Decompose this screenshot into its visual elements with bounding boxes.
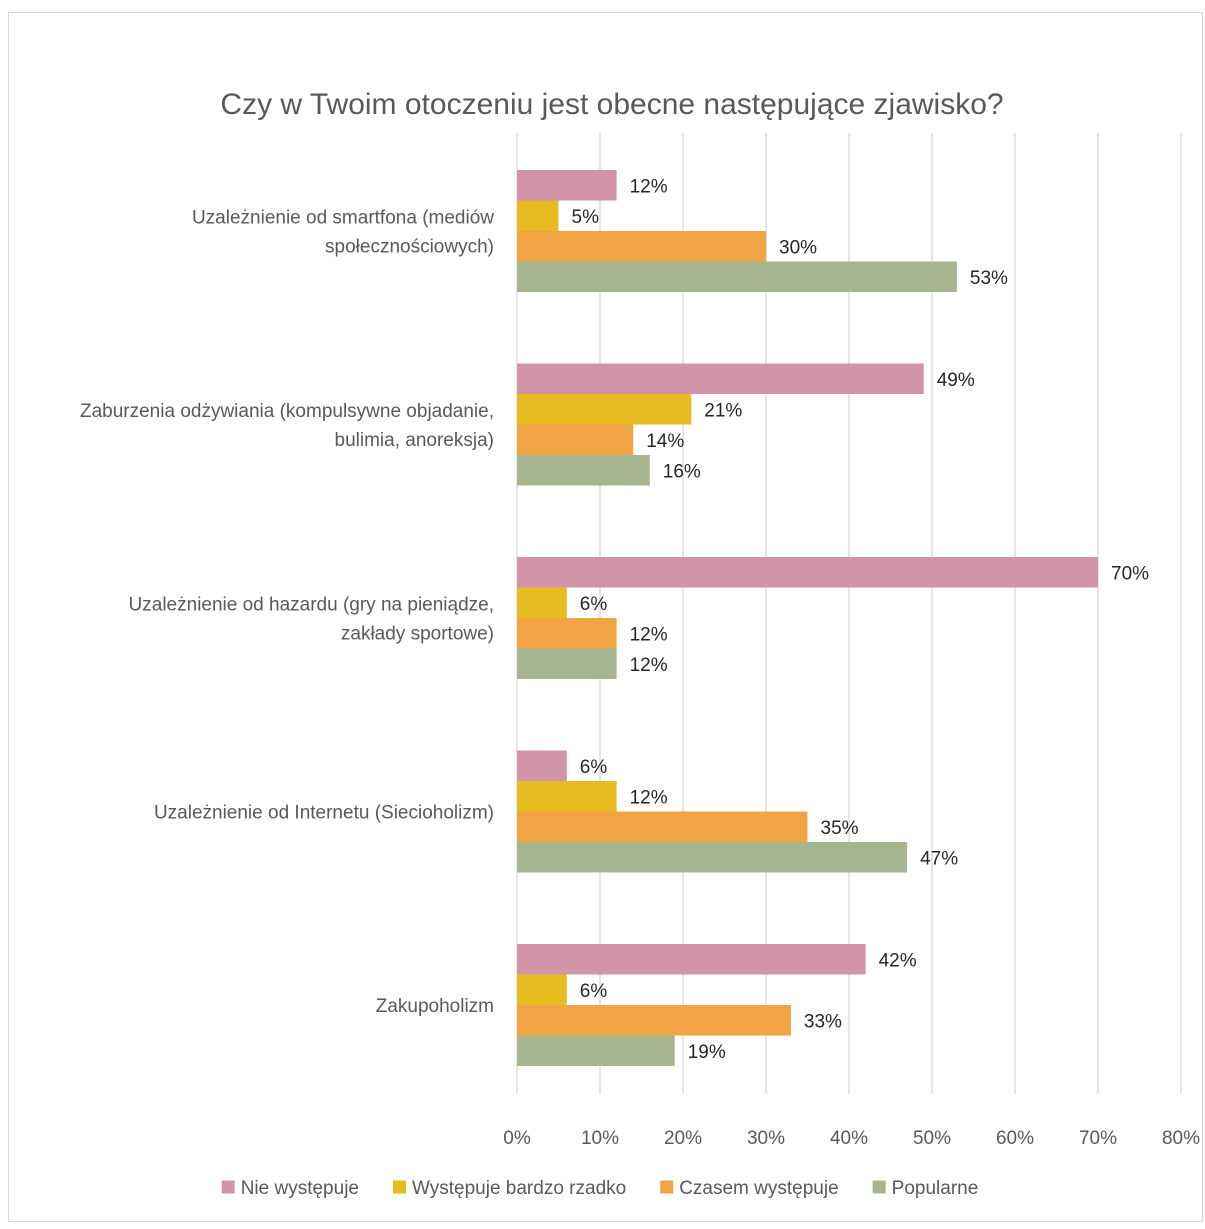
category-label-line: Zakupoholizm bbox=[376, 996, 494, 1017]
bar bbox=[517, 781, 617, 812]
legend-item: Występuje bardzo rzadko bbox=[392, 1178, 626, 1199]
bar bbox=[517, 618, 617, 649]
x-tick-label: 70% bbox=[1079, 1128, 1117, 1149]
bar bbox=[517, 170, 617, 201]
category-label: Zakupoholizm bbox=[376, 996, 494, 1017]
bar bbox=[517, 394, 692, 425]
data-label: 12% bbox=[630, 624, 668, 645]
legend-item: Popularne bbox=[872, 1178, 979, 1199]
legend: Nie występuje Występuje bardzo rzadko Czas… bbox=[221, 1178, 979, 1199]
bar bbox=[517, 363, 924, 394]
gridlines bbox=[516, 133, 1182, 1094]
data-label: 53% bbox=[970, 268, 1008, 289]
bar bbox=[517, 455, 650, 486]
legend-label: Nie występuje bbox=[241, 1178, 359, 1199]
legend-swatch bbox=[221, 1180, 235, 1194]
x-tick-label: 50% bbox=[913, 1128, 951, 1149]
bar bbox=[517, 200, 559, 231]
category-label-line: Uzależnienie od hazardu (gry na pieniądz… bbox=[129, 595, 494, 616]
data-label: 19% bbox=[688, 1042, 726, 1063]
bars bbox=[517, 170, 1098, 1066]
bar bbox=[517, 842, 908, 873]
category-label: Uzależnienie od smartfona (mediów społecz… bbox=[192, 208, 494, 258]
data-label: 21% bbox=[704, 400, 742, 421]
data-label: 30% bbox=[779, 237, 817, 258]
category-label-line: Uzależnienie od smartfona (mediów bbox=[192, 208, 494, 229]
x-tick-label: 60% bbox=[996, 1128, 1034, 1149]
data-label: 33% bbox=[804, 1011, 842, 1032]
bar bbox=[517, 750, 567, 781]
data-label: 16% bbox=[663, 461, 701, 482]
category-label-line: Uzależnienie od Internetu (Siecioholizm) bbox=[154, 803, 494, 824]
data-label: 12% bbox=[630, 787, 668, 808]
category-labels: Uzależnienie od smartfona (mediów społecz… bbox=[80, 208, 494, 1018]
data-label: 42% bbox=[879, 950, 917, 971]
data-labels: 12% 5% 30% 53% 49% 21% 14% 16% 70% 6% 12% 12% 6% 12% 3… bbox=[572, 176, 1150, 1063]
data-label: 6% bbox=[580, 981, 608, 1002]
legend-swatch bbox=[872, 1180, 886, 1194]
category-label: Uzależnienie od hazardu (gry na pieniądz… bbox=[129, 595, 494, 645]
bar bbox=[517, 944, 866, 975]
legend-swatch bbox=[392, 1180, 406, 1194]
x-tick-label: 0% bbox=[503, 1128, 531, 1149]
bar bbox=[517, 648, 617, 679]
data-label: 47% bbox=[920, 848, 958, 869]
data-label: 14% bbox=[646, 431, 684, 452]
legend-label: Występuje bardzo rzadko bbox=[412, 1178, 626, 1199]
data-label: 6% bbox=[580, 757, 608, 778]
category-label-line: społecznościowych) bbox=[325, 237, 494, 258]
data-label: 12% bbox=[630, 655, 668, 676]
bar bbox=[517, 424, 634, 455]
legend-item: Czasem występuje bbox=[660, 1178, 839, 1199]
category-label-line: zakłady sportowe) bbox=[341, 624, 494, 645]
bar bbox=[517, 587, 567, 618]
data-label: 5% bbox=[572, 207, 600, 228]
bar bbox=[517, 231, 766, 262]
legend-label: Czasem występuje bbox=[679, 1178, 838, 1199]
x-tick-label: 80% bbox=[1162, 1128, 1200, 1149]
bar bbox=[517, 261, 957, 292]
category-label: Uzależnienie od Internetu (Siecioholizm) bbox=[154, 803, 494, 824]
x-axis-ticks: 0% 10% 20% 30% 40% 50% 60% 70% 80% bbox=[503, 1128, 1200, 1149]
data-label: 35% bbox=[821, 818, 859, 839]
bar bbox=[517, 1035, 675, 1066]
bar bbox=[517, 811, 808, 842]
x-tick-label: 30% bbox=[747, 1128, 785, 1149]
legend-label: Popularne bbox=[892, 1178, 979, 1199]
category-label: Zaburzenia odżywiania (kompulsywne objad… bbox=[80, 401, 494, 451]
bar bbox=[517, 557, 1098, 588]
data-label: 70% bbox=[1111, 563, 1149, 584]
chart-title: Czy w Twoim otoczeniu jest obecne następ… bbox=[220, 88, 1003, 121]
data-label: 49% bbox=[937, 370, 975, 391]
x-tick-label: 40% bbox=[830, 1128, 868, 1149]
legend-item: Nie występuje bbox=[221, 1178, 359, 1199]
legend-swatch bbox=[660, 1180, 674, 1194]
category-label-line: Zaburzenia odżywiania (kompulsywne objad… bbox=[80, 401, 494, 422]
x-tick-label: 20% bbox=[664, 1128, 702, 1149]
category-label-line: bulimia, anoreksja) bbox=[335, 430, 494, 451]
data-label: 12% bbox=[630, 176, 668, 197]
bar bbox=[517, 974, 567, 1005]
bar bbox=[517, 1005, 791, 1036]
data-label: 6% bbox=[580, 594, 608, 615]
x-tick-label: 10% bbox=[581, 1128, 619, 1149]
